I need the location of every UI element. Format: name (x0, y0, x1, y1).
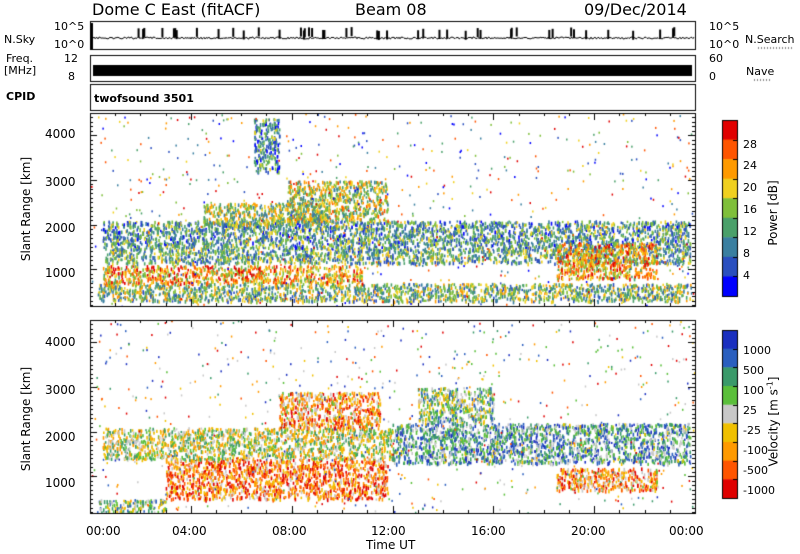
freq-label: Freq. (6, 52, 34, 65)
power-cb-label: Power [dB] (766, 180, 780, 246)
xtick-3: 12:00 (371, 524, 406, 538)
vel-cb-label: Velocity [m s-1] (765, 376, 781, 467)
power-ytick-3000: 3000 (45, 175, 76, 189)
nsky-label: N.Sky (4, 33, 36, 46)
vel-ytick-1000: 1000 (45, 476, 76, 490)
vel-ylabel: Slant Range [km] (19, 366, 33, 472)
nsearch-label: N.Search (745, 33, 795, 46)
vel-cb-tick-7: -1000 (743, 484, 775, 497)
xtick-2: 08:00 (272, 524, 307, 538)
freq-tick-bottom: 8 (68, 70, 75, 83)
vel-cb-tick-1: 500 (743, 364, 764, 377)
cpid-value: twofsound 3501 (94, 92, 194, 105)
nave-label: Nave (746, 65, 775, 78)
nave-tick-bottom: 0 (709, 70, 716, 83)
power-cb-tick-1: 24 (743, 159, 757, 172)
power-cb-tick-6: 4 (743, 269, 750, 282)
xtick-0: 00:00 (86, 524, 121, 538)
freq-unit: [MHz] (4, 64, 37, 77)
freq-tick-top: 12 (64, 52, 78, 65)
vel-cb-tick-4: -25 (743, 424, 761, 437)
xtick-5: 20:00 (571, 524, 606, 538)
power-ytick-4000: 4000 (45, 127, 76, 141)
power-ytick-2000: 2000 (45, 221, 76, 235)
nsearch-tick-bottom: 10^0 (709, 38, 740, 51)
xlabel-time: Time UT (366, 538, 416, 552)
nsearch-tick-top: 10^5 (709, 20, 740, 33)
xtick-6: 00:00 (669, 524, 704, 538)
vel-ytick-3000: 3000 (45, 383, 76, 397)
nsky-tick-bottom: 10^0 (54, 38, 85, 51)
vel-cb-tick-2: 100 (743, 384, 764, 397)
vel-cb-tick-3: 25 (743, 404, 757, 417)
power-ytick-1000: 1000 (45, 266, 76, 280)
nave-tick-top: 60 (709, 52, 723, 65)
vel-ytick-4000: 4000 (45, 335, 76, 349)
vel-cb-tick-5: -100 (743, 444, 768, 457)
cpid-label: CPID (6, 90, 36, 103)
xtick-4: 16:00 (471, 524, 506, 538)
power-cb-tick-5: 8 (743, 247, 750, 260)
vel-ytick-2000: 2000 (45, 430, 76, 444)
power-cb-tick-3: 16 (743, 203, 757, 216)
xtick-1: 04:00 (172, 524, 207, 538)
vel-cb-tick-0: 1000 (743, 344, 771, 357)
beam-label: Beam 08 (355, 0, 427, 19)
date-label: 09/Dec/2014 (584, 0, 687, 19)
power-cb-tick-4: 12 (743, 225, 757, 238)
station-title: Dome C East (fitACF) (92, 0, 261, 19)
nsky-tick-top: 10^5 (54, 20, 85, 33)
vel-cb-tick-6: -500 (743, 464, 768, 477)
power-cb-tick-2: 20 (743, 181, 757, 194)
power-ylabel: Slant Range [km] (19, 156, 33, 262)
power-cb-tick-0: 28 (743, 138, 757, 151)
